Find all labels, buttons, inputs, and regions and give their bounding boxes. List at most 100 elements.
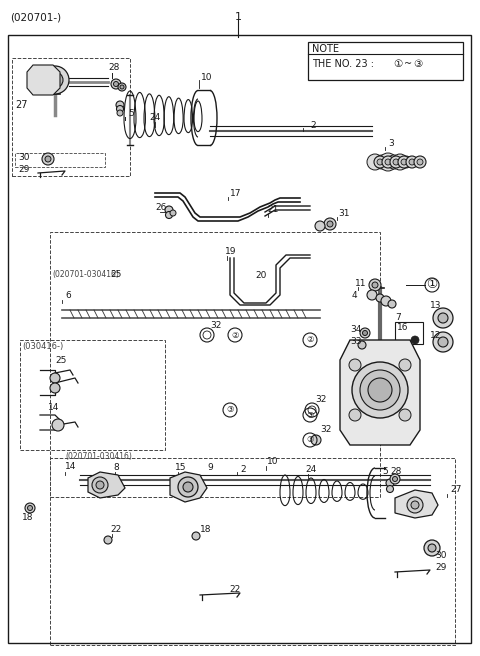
Text: 34: 34 — [350, 325, 361, 335]
Circle shape — [27, 506, 33, 510]
Circle shape — [398, 156, 410, 168]
Circle shape — [50, 373, 60, 383]
Polygon shape — [170, 472, 207, 502]
Circle shape — [417, 159, 423, 165]
Circle shape — [407, 497, 423, 513]
Text: 25: 25 — [55, 356, 66, 365]
Circle shape — [433, 332, 453, 352]
Text: (030416-): (030416-) — [22, 342, 63, 351]
Text: 14: 14 — [65, 462, 76, 471]
Text: 21: 21 — [267, 205, 278, 215]
Circle shape — [42, 153, 54, 165]
Circle shape — [362, 331, 368, 335]
Bar — [395, 322, 423, 344]
Circle shape — [379, 153, 397, 171]
Circle shape — [367, 154, 383, 170]
Text: 3: 3 — [388, 138, 394, 148]
Text: ①: ① — [393, 59, 402, 69]
Text: 29: 29 — [18, 165, 29, 174]
Polygon shape — [340, 340, 420, 445]
Circle shape — [369, 279, 381, 291]
Text: 20: 20 — [255, 270, 266, 279]
Circle shape — [165, 206, 173, 214]
Circle shape — [424, 540, 440, 556]
Text: ②: ② — [231, 331, 239, 340]
Text: 26: 26 — [155, 203, 167, 213]
Text: ③: ③ — [226, 405, 234, 415]
Circle shape — [392, 154, 408, 170]
Circle shape — [438, 313, 448, 323]
Circle shape — [50, 383, 60, 393]
Text: 7: 7 — [395, 314, 401, 323]
Circle shape — [433, 308, 453, 328]
Text: 11: 11 — [355, 279, 367, 287]
Text: 30: 30 — [435, 550, 446, 560]
Circle shape — [375, 155, 389, 169]
Circle shape — [382, 156, 394, 168]
Text: 28: 28 — [390, 468, 401, 476]
Text: 22: 22 — [229, 586, 240, 594]
Circle shape — [386, 479, 394, 487]
Text: (020701-): (020701-) — [10, 12, 61, 22]
Circle shape — [401, 159, 407, 165]
Text: 27: 27 — [15, 100, 27, 110]
Text: 5: 5 — [128, 108, 134, 117]
Circle shape — [368, 378, 392, 402]
Circle shape — [118, 83, 126, 91]
Circle shape — [170, 210, 176, 216]
Text: 29: 29 — [435, 564, 446, 573]
Text: 32: 32 — [320, 426, 331, 434]
Circle shape — [166, 211, 172, 218]
Bar — [308, 42, 463, 80]
Text: 12: 12 — [430, 331, 442, 340]
Text: 32: 32 — [315, 396, 326, 405]
Text: 10: 10 — [267, 457, 278, 466]
Circle shape — [117, 110, 123, 116]
Circle shape — [411, 336, 419, 344]
Circle shape — [411, 501, 419, 509]
Bar — [50, 232, 380, 497]
Circle shape — [360, 370, 400, 410]
Circle shape — [52, 419, 64, 431]
Circle shape — [406, 156, 418, 168]
Text: 2: 2 — [310, 121, 316, 129]
Circle shape — [374, 156, 386, 168]
Polygon shape — [27, 65, 60, 95]
Text: ②: ② — [306, 335, 314, 344]
Circle shape — [111, 79, 121, 89]
Text: 33: 33 — [350, 337, 361, 346]
Circle shape — [45, 156, 51, 162]
Text: 4: 4 — [352, 291, 358, 300]
Text: 6: 6 — [65, 291, 71, 300]
Circle shape — [377, 159, 383, 165]
Bar — [15, 153, 105, 167]
Circle shape — [327, 221, 333, 227]
Text: 13: 13 — [430, 300, 442, 310]
Circle shape — [117, 106, 123, 112]
Circle shape — [372, 282, 378, 288]
Circle shape — [400, 156, 412, 168]
Text: 27: 27 — [450, 485, 461, 495]
Circle shape — [399, 409, 411, 421]
Circle shape — [386, 485, 394, 493]
Circle shape — [315, 221, 325, 231]
Text: 5: 5 — [382, 468, 388, 476]
Bar — [50, 458, 455, 645]
Text: 14: 14 — [48, 403, 60, 413]
Polygon shape — [88, 472, 125, 498]
Circle shape — [428, 544, 436, 552]
Text: 18: 18 — [22, 512, 34, 522]
Circle shape — [388, 300, 396, 308]
Text: 28: 28 — [108, 64, 120, 73]
Circle shape — [387, 155, 401, 169]
Circle shape — [349, 359, 361, 371]
Text: 10: 10 — [201, 73, 213, 81]
Circle shape — [192, 532, 200, 540]
Circle shape — [376, 294, 384, 302]
Circle shape — [360, 328, 370, 338]
Circle shape — [367, 290, 377, 300]
Circle shape — [104, 536, 112, 544]
Circle shape — [393, 159, 399, 165]
Text: 25: 25 — [110, 270, 121, 279]
Circle shape — [311, 435, 321, 445]
